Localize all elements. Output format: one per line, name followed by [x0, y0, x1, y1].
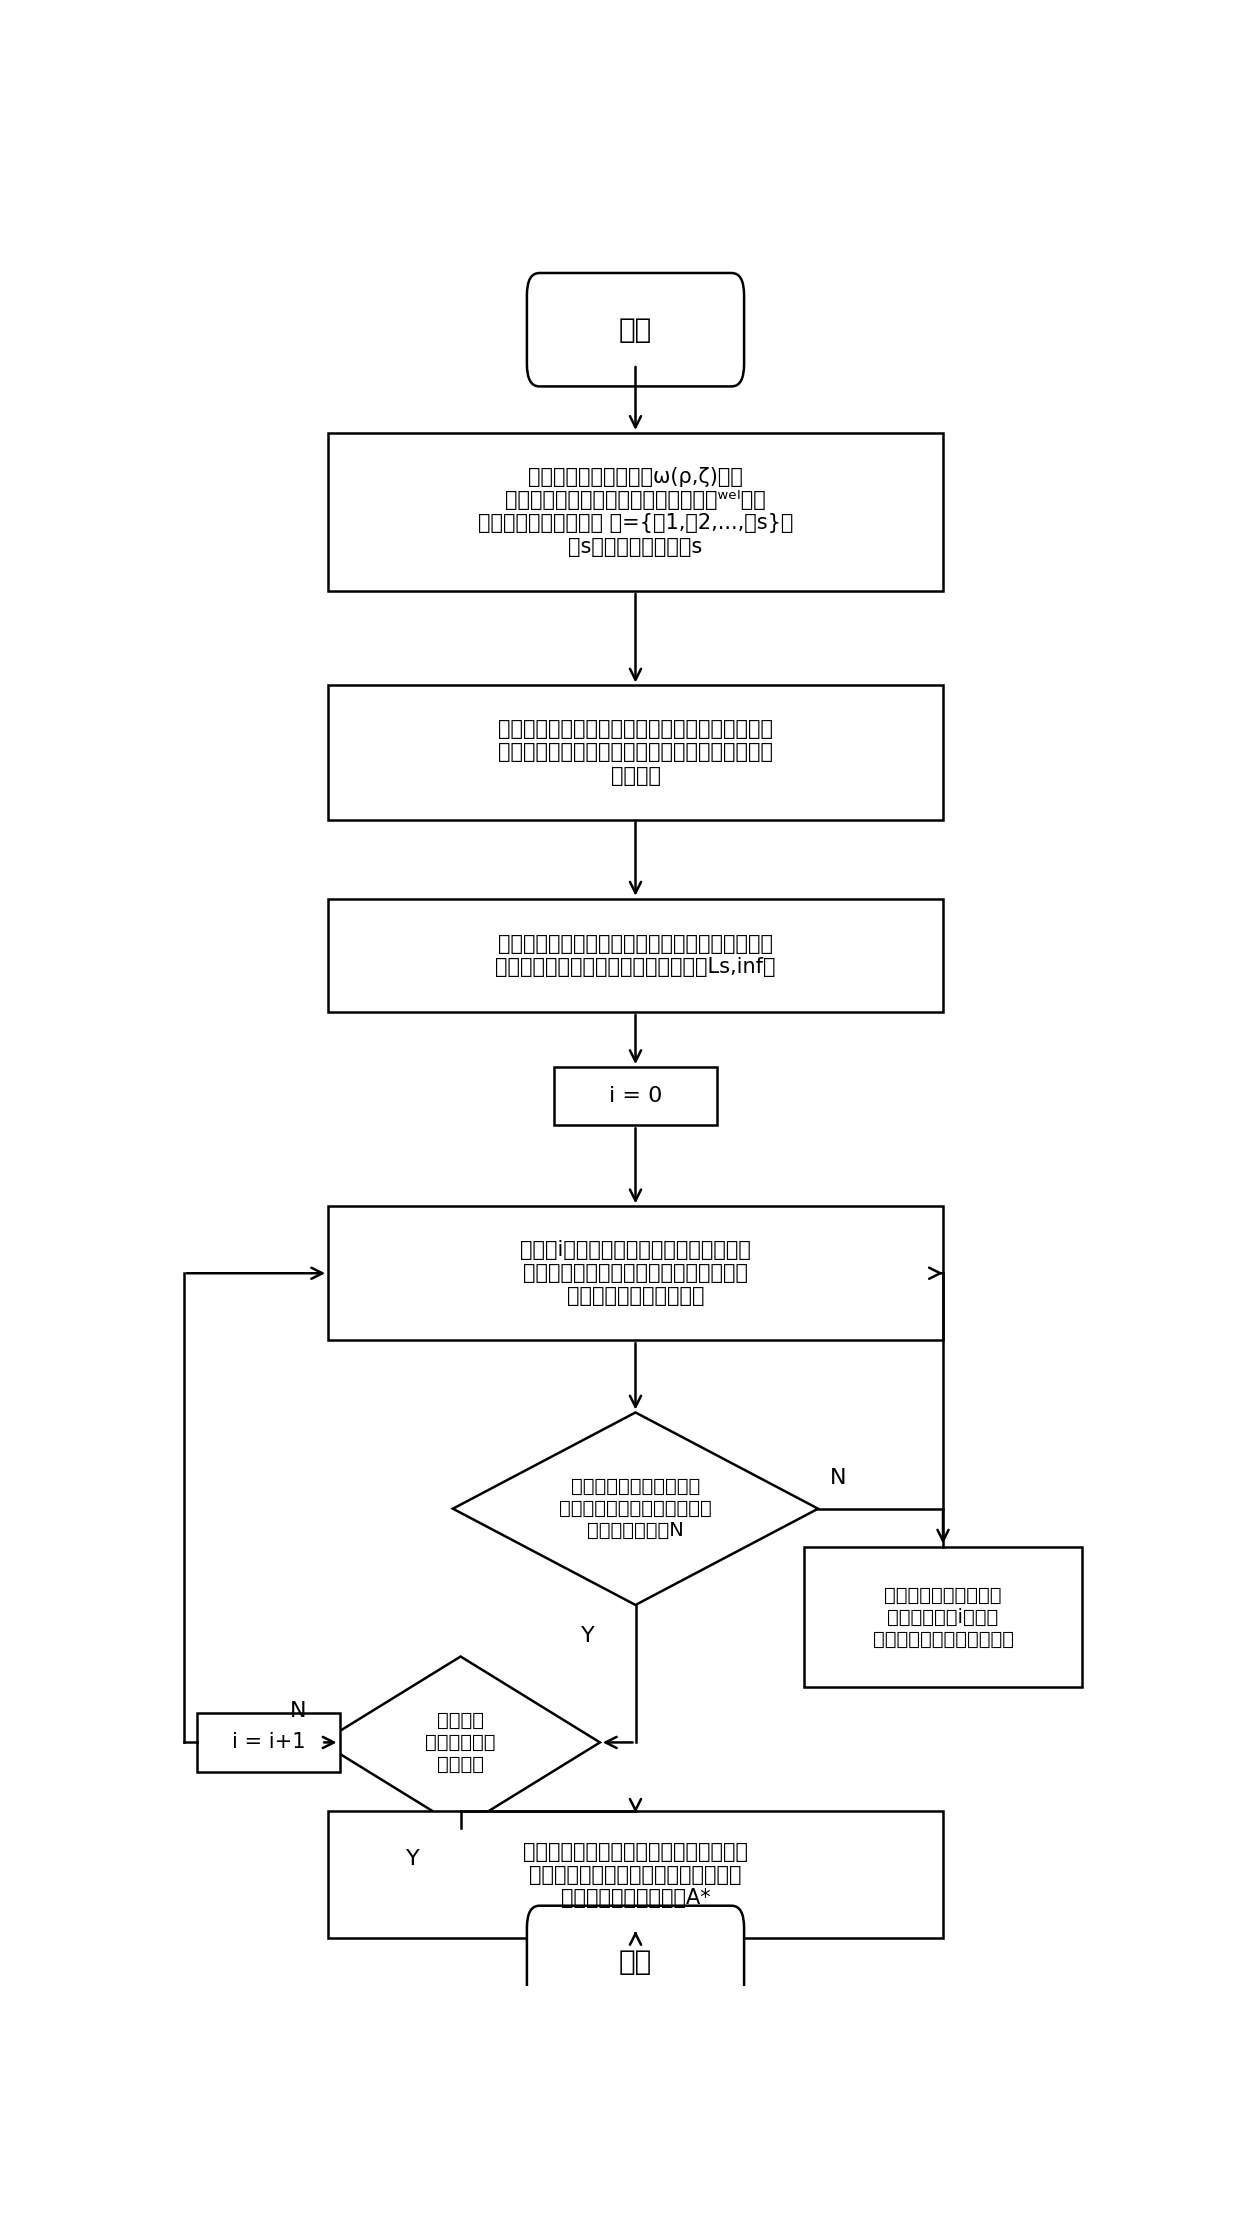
Text: N: N: [830, 1469, 846, 1489]
Bar: [327, 685, 944, 819]
Polygon shape: [453, 1413, 818, 1605]
Bar: [197, 1714, 340, 1772]
Bar: [327, 899, 944, 1011]
Text: 𝐢中第i个成员依次与其干扰列表中的干扰
基站形成合作休眠集，计算合作休眠之后
各自所需的激活子帧数目: 𝐢中第i个成员依次与其干扰列表中的干扰 基站形成合作休眠集，计算合作休眠之后 各…: [520, 1241, 751, 1306]
Text: i = i+1: i = i+1: [232, 1732, 305, 1752]
Text: 每个小基站计算其满足服务用户速率需求条件时，
使网络能耗最低时所需的激活子帧数目，并上报给
本地网关: 每个小基站计算其满足服务用户速率需求条件时， 使网络能耗最低时所需的激活子帧数目…: [498, 719, 773, 786]
Bar: [804, 1547, 1083, 1687]
Text: 开始: 开始: [619, 315, 652, 344]
Text: 𝐢中所有
成员是否已经
遍历完成: 𝐢中所有 成员是否已经 遍历完成: [425, 1712, 496, 1774]
Text: 结束: 结束: [619, 1949, 652, 1975]
Text: 新的合作休眠集形成，
并将𝐢中的第i个成员
更新为新形成的合作休眠集: 新的合作休眠集形成， 并将𝐢中的第i个成员 更新为新形成的合作休眠集: [873, 1585, 1013, 1649]
Text: 同一个合作休眠集中小基站分配正交子帧
服务用户，在其他子帧上为休眠状态，
从而得到最优子帧配置A*: 同一个合作休眠集中小基站分配正交子帧 服务用户，在其他子帧上为休眠状态， 从而得…: [523, 1841, 748, 1908]
Text: 每个小基站根据其干扰基站按照所需激活子帧数，
将他们由大到小存储在各自的干扰列表Ls,inf中: 每个小基站根据其干扰基站按照所需激活子帧数， 将他们由大到小存储在各自的干扰列表…: [495, 933, 776, 978]
Text: 本地网关根据能效偏好ω(ρ,ζ)，由
大到小将小基站存储在一个权重列表𝐢ʷᵉᴵ​中，
初始化合作休眠集结构 𝐢={𝐢1,𝐢2,...,𝐢s}，
𝐢s中的成员为小: 本地网关根据能效偏好ω(ρ,ζ)，由 大到小将小基站存储在一个权重列表𝐢ʷᵉᴵ​…: [477, 466, 794, 556]
Bar: [554, 1067, 717, 1125]
Text: N: N: [290, 1701, 306, 1721]
Text: Y: Y: [580, 1625, 594, 1645]
Bar: [327, 433, 944, 591]
Polygon shape: [321, 1656, 600, 1828]
FancyBboxPatch shape: [527, 272, 744, 386]
Bar: [327, 1205, 944, 1339]
Text: i = 0: i = 0: [609, 1087, 662, 1107]
Bar: [327, 1810, 944, 1937]
FancyBboxPatch shape: [527, 1906, 744, 2020]
Text: Y: Y: [405, 1850, 419, 1870]
Text: 合作集中各小基站所需的
激活子帧数目是否超过一个帧
所包含的子帧数N: 合作集中各小基站所需的 激活子帧数目是否超过一个帧 所包含的子帧数N: [559, 1478, 712, 1540]
